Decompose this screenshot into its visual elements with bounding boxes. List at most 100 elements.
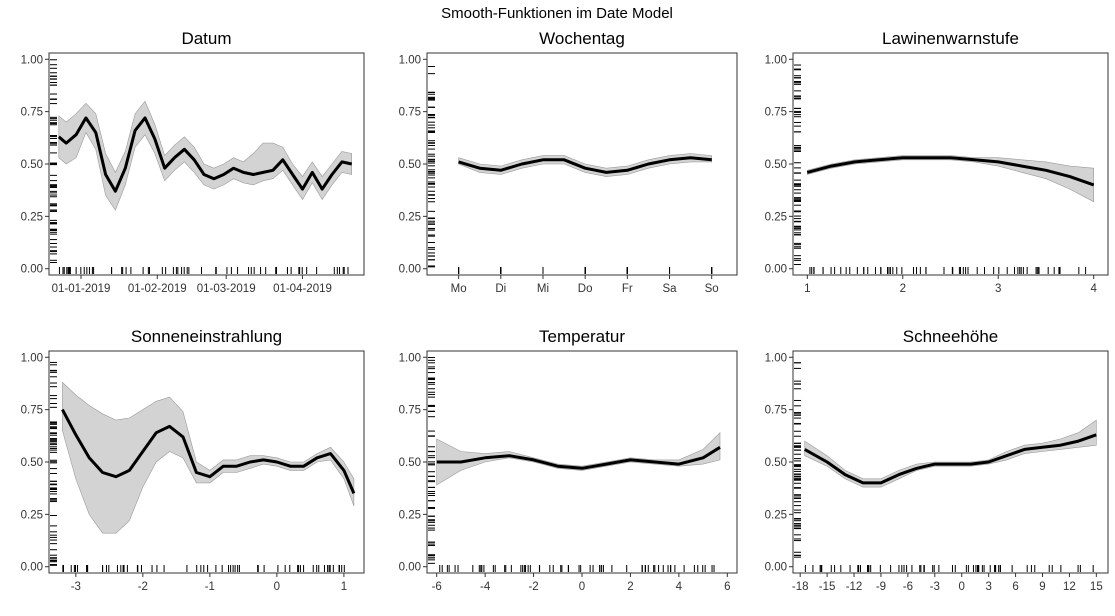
x-tick-label: 3 [985, 581, 991, 593]
y-tick-label: 0.75 [765, 405, 787, 417]
x-tick-label: 2 [900, 283, 906, 295]
x-tick-label: Mi [537, 283, 549, 295]
x-rug [804, 565, 1094, 572]
x-tick-label: 15 [1090, 581, 1103, 593]
smooth-curve [436, 446, 721, 470]
y-tick-label: 0.25 [21, 211, 43, 223]
y-tick-label: 0.75 [399, 107, 421, 119]
x-tick-label: Di [495, 283, 506, 295]
panel-title: Wochentag [539, 29, 625, 48]
x-tick-label: 1 [341, 581, 347, 593]
smooth-curve [803, 433, 1097, 485]
x-tick-label: 01-03-2019 [197, 283, 256, 295]
x-tick-label: 2 [627, 581, 633, 593]
y-tick-label: 0.75 [21, 107, 43, 119]
y-tick-label: 0.00 [21, 562, 43, 574]
y-tick-label: 0.50 [765, 457, 787, 469]
y-tick-label: 1.00 [399, 352, 421, 364]
panel-schneehoehe: Schneehöhe 0.00 0.25 0.50 0.75 1.00 -18 -15 -12 -… [765, 327, 1109, 593]
y-tick-label: 1.00 [765, 352, 787, 364]
x-tick-label: 3 [995, 283, 1001, 295]
y-tick-label: 0.75 [21, 405, 43, 417]
x-rug [458, 267, 713, 274]
panel-lawinenwarnstufe: Lawinenwarnstufe 0.00 0.25 0.50 0.75 1.00 1 2 3 4 [765, 29, 1109, 295]
confidence-band [62, 381, 355, 534]
x-tick-label: 01-02-2019 [128, 283, 187, 295]
figure-title: Smooth-Funktionen im Date Model [441, 5, 673, 22]
x-tick-label: -18 [792, 581, 809, 593]
x-rug [809, 267, 1087, 274]
y-tick-label: 0.00 [399, 264, 421, 276]
x-tick-label: 0 [579, 581, 585, 593]
y-tick-label: 0.50 [399, 457, 421, 469]
x-tick-label: -3 [930, 581, 940, 593]
y-tick-label: 1.00 [765, 54, 787, 66]
confidence-band [458, 153, 713, 177]
y-tick-label: 1.00 [21, 352, 43, 364]
y-tick-label: 1.00 [21, 54, 43, 66]
panel-title: Lawinenwarnstufe [882, 29, 1019, 48]
x-tick-label: 01-01-2019 [52, 283, 111, 295]
y-tick-label: 0.00 [399, 562, 421, 574]
y-rug [428, 65, 435, 268]
panel-title: Sonneneinstrahlung [131, 327, 282, 346]
x-tick-label: -1 [205, 581, 215, 593]
y-tick-label: 0.25 [765, 509, 787, 521]
confidence-band [436, 431, 721, 486]
x-tick-label: -9 [876, 581, 886, 593]
y-tick-label: 0.00 [765, 264, 787, 276]
y-tick-label: 0.25 [399, 509, 421, 521]
panel-title: Schneehöhe [903, 327, 998, 346]
panel-datum: Datum 0.00 0.25 0.50 0.75 1.00 01-01-2019 01-02… [21, 29, 365, 295]
x-tick-label: Do [578, 283, 593, 295]
x-rug [439, 565, 715, 572]
x-tick-label: -6 [903, 581, 913, 593]
panel-wochentag: Wochentag 0.00 0.25 0.50 0.75 1.00 Mo Di Mi Do Fr S… [399, 29, 738, 295]
y-tick-label: 0.75 [765, 107, 787, 119]
x-tick-label: So [705, 283, 719, 295]
y-tick-label: 0.25 [21, 509, 43, 521]
y-tick-label: 0.00 [765, 562, 787, 574]
x-rug [58, 267, 349, 274]
x-tick-label: 0 [959, 581, 965, 593]
y-tick-label: 0.25 [765, 211, 787, 223]
y-tick-label: 0.75 [399, 405, 421, 417]
x-tick-label: 6 [1012, 581, 1018, 593]
y-rug [428, 357, 435, 564]
x-tick-label: Fr [622, 283, 633, 295]
y-tick-label: 0.50 [21, 159, 43, 171]
smooth-curve [57, 116, 353, 193]
smooth-curve [806, 156, 1095, 187]
panel-temperatur: Temperatur 0.00 0.25 0.50 0.75 1.00 -6 -4 -2 0 2 4 6 [399, 327, 738, 593]
y-rug [50, 59, 57, 264]
x-tick-label: 1 [804, 283, 810, 295]
y-tick-label: 1.00 [399, 54, 421, 66]
y-rug [50, 361, 57, 566]
y-tick-label: 0.25 [399, 211, 421, 223]
x-rug [62, 565, 345, 572]
x-tick-label: 4 [1090, 283, 1097, 295]
x-tick-label: -2 [138, 581, 148, 593]
x-tick-label: -15 [819, 581, 836, 593]
panel-title: Temperatur [539, 327, 625, 346]
smooth-curve [61, 408, 356, 494]
x-tick-label: -4 [480, 581, 491, 593]
panel-sonneneinstrahlung: Sonneneinstrahlung 0.00 0.25 0.50 0.75 1.00 -3… [21, 327, 365, 593]
x-tick-label: 0 [274, 581, 280, 593]
y-tick-label: 0.00 [21, 264, 43, 276]
x-tick-label: 9 [1039, 581, 1045, 593]
panel-title: Datum [181, 29, 231, 48]
x-tick-label: 12 [1063, 581, 1076, 593]
smooth-curve [458, 156, 712, 174]
x-tick-label: 01-04-2019 [273, 283, 332, 295]
y-tick-label: 0.50 [399, 159, 421, 171]
x-tick-label: Sa [662, 283, 677, 295]
confidence-band [58, 100, 353, 211]
x-tick-label: -3 [71, 581, 81, 593]
x-tick-label: 4 [676, 581, 683, 593]
y-rug [794, 64, 801, 266]
plot-frame [48, 52, 365, 276]
y-tick-label: 0.50 [21, 457, 43, 469]
x-tick-label: -12 [846, 581, 863, 593]
